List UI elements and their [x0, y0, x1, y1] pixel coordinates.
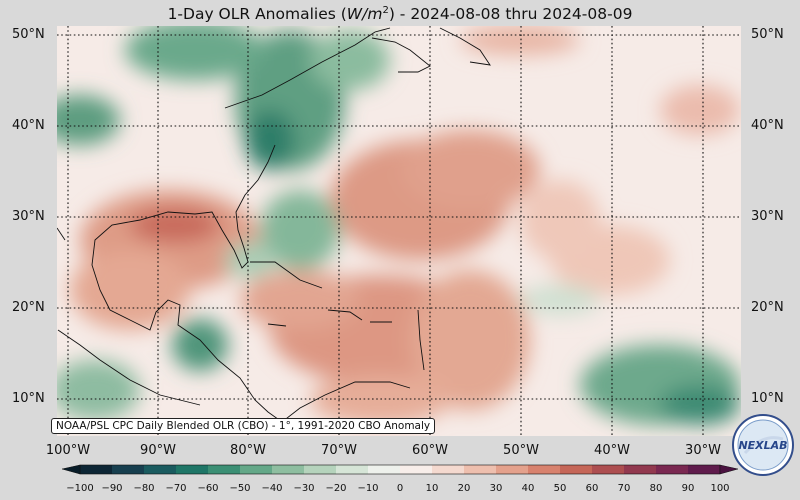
colorbar-segment: [624, 465, 657, 474]
nexlab-logo-globe-icon[interactable]: NEXLAB: [731, 413, 795, 477]
lat-label-left: 20°N: [12, 300, 45, 315]
lat-label-right: 50°N: [751, 27, 784, 42]
colorbar-tick-label: −100: [66, 483, 94, 494]
colorbar-segment: [368, 465, 401, 474]
colorbar-segment: [656, 465, 689, 474]
colorbar-segment: [240, 465, 273, 474]
lat-label-right: 40°N: [751, 118, 784, 133]
colorbar-tick-label: −40: [261, 483, 283, 494]
colorbar-tick-label: −70: [165, 483, 187, 494]
lon-label: 80°W: [230, 443, 266, 458]
colorbar-segment: [272, 465, 305, 474]
colorbar-segment: [144, 465, 177, 474]
colorbar-tick-label: −10: [357, 483, 379, 494]
lon-label: 60°W: [412, 443, 448, 458]
lat-label-right: 20°N: [751, 300, 784, 315]
colorbar-tick-label: 40: [521, 483, 535, 494]
lon-label: 90°W: [140, 443, 176, 458]
colorbar-tick-label: 100: [710, 483, 730, 494]
colorbar-tick-label: 70: [617, 483, 631, 494]
colorbar-tick-label: 10: [425, 483, 439, 494]
logo-text: NEXLAB: [738, 439, 787, 452]
colorbar: [61, 464, 739, 475]
data-source-label: NOAA/PSL CPC Daily Blended OLR (CBO) - 1…: [51, 418, 436, 434]
colorbar-segment: [464, 465, 497, 474]
colorbar-tick-label: 50: [553, 483, 567, 494]
colorbar-segment: [496, 465, 529, 474]
lon-label: 40°W: [594, 443, 630, 458]
lat-label-left: 40°N: [12, 118, 45, 133]
colorbar-segment: [80, 465, 113, 474]
colorbar-segment: [176, 465, 209, 474]
colorbar-tick-label: −90: [101, 483, 123, 494]
colorbar-segment: [560, 465, 593, 474]
lon-label: 50°W: [503, 443, 539, 458]
lat-label-left: 10°N: [12, 391, 45, 406]
colorbar-tick-label: 0: [396, 483, 404, 494]
map-title: 1-Day OLR Anomalies (W/m2) - 2024-08-08 …: [167, 5, 633, 24]
colorbar-tick-label: 30: [489, 483, 503, 494]
colorbar-tick-label: −30: [293, 483, 315, 494]
colorbar-segment: [688, 465, 721, 474]
colorbar-segment: [432, 465, 465, 474]
colorbar-tick-label: −50: [229, 483, 251, 494]
colorbar-tick-label: −20: [325, 483, 347, 494]
colorbar-tick-label: 60: [585, 483, 599, 494]
colorbar-segment: [336, 465, 369, 474]
colorbar-segment: [528, 465, 561, 474]
colorbar-segment: [592, 465, 625, 474]
lat-label-left: 30°N: [12, 209, 45, 224]
lat-label-left: 50°N: [12, 27, 45, 42]
lon-label: 30°W: [685, 443, 721, 458]
colorbar-tick-label: −60: [197, 483, 219, 494]
colorbar-segment: [304, 465, 337, 474]
colorbar-tick-label: 80: [649, 483, 663, 494]
colorbar-segment: [400, 465, 433, 474]
colorbar-tick-label: 90: [681, 483, 695, 494]
lon-label: 70°W: [321, 443, 357, 458]
colorbar-segment: [112, 465, 145, 474]
colorbar-segment: [208, 465, 241, 474]
colorbar-tick-label: −80: [133, 483, 155, 494]
lat-label-right: 30°N: [751, 209, 784, 224]
colorbar-tick-label: 20: [457, 483, 471, 494]
lat-label-right: 10°N: [751, 391, 784, 406]
lon-label: 100°W: [45, 443, 91, 458]
